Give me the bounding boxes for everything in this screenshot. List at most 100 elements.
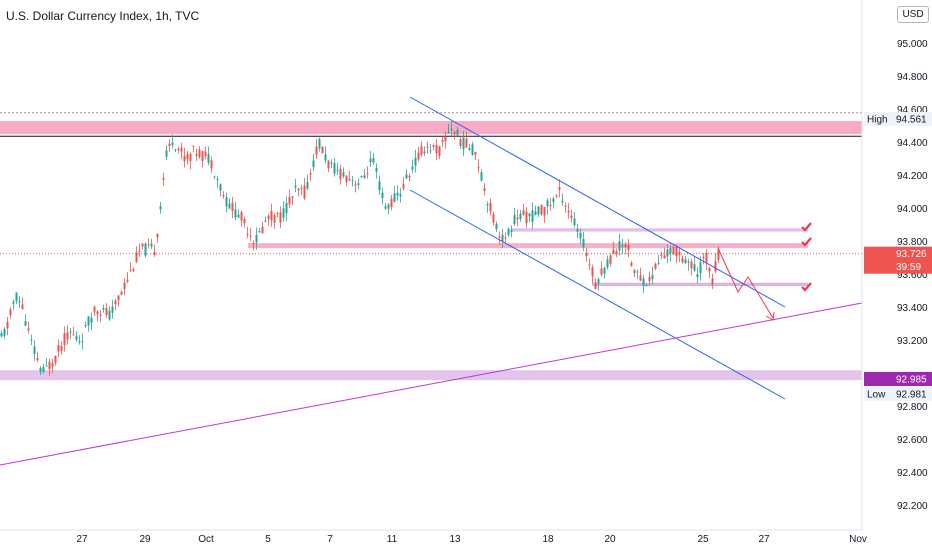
- candle-body: [219, 184, 222, 191]
- countdown-tag: 39:59: [896, 262, 921, 273]
- candle-body: [351, 180, 354, 182]
- candle-body: [345, 175, 348, 182]
- candle-body: [378, 181, 381, 191]
- candle-body: [552, 198, 555, 203]
- support-level-tag: 92.985: [896, 375, 927, 386]
- candle-body: [3, 328, 6, 336]
- candle-body: [456, 129, 459, 136]
- candle-body: [474, 151, 477, 155]
- candle-body: [504, 237, 507, 239]
- candle-body: [540, 205, 543, 215]
- candle-body: [507, 228, 510, 236]
- candle-body: [288, 197, 291, 205]
- price-tick-label: 94.000: [897, 204, 928, 215]
- candle-body: [549, 205, 552, 207]
- candle-body: [255, 235, 258, 243]
- candle-body: [42, 367, 45, 373]
- candle-body: [54, 355, 57, 364]
- candle-body: [357, 183, 360, 186]
- candle-body: [48, 361, 51, 369]
- high-value-tag-bg: [864, 112, 932, 126]
- candle-body: [333, 163, 336, 174]
- candle-body: [15, 292, 18, 302]
- zone-target: [592, 282, 808, 287]
- candle-body: [249, 235, 252, 237]
- candle-body: [579, 232, 582, 239]
- candle-body: [78, 341, 81, 343]
- candle-body: [186, 154, 189, 160]
- candle-body: [423, 151, 426, 154]
- candle-body: [387, 204, 390, 209]
- candle-body: [93, 306, 96, 312]
- candle-body: [366, 173, 369, 175]
- time-tick-label: 7: [327, 534, 333, 545]
- candle-body: [567, 210, 570, 213]
- candle-body: [309, 173, 312, 175]
- high-value-tag: 94.561: [896, 115, 927, 126]
- candle-body: [144, 243, 147, 256]
- candle-body: [147, 244, 150, 246]
- candle-body: [519, 213, 522, 220]
- candle-body: [150, 243, 153, 247]
- candle-body: [261, 226, 264, 234]
- candle-body: [675, 246, 678, 257]
- candle-body: [177, 148, 180, 150]
- candle-body: [672, 247, 675, 255]
- candle-body: [12, 301, 15, 304]
- candle-body: [189, 154, 192, 162]
- candle-body: [312, 160, 315, 168]
- candle-body: [174, 149, 177, 151]
- candle-body: [669, 248, 672, 254]
- candle-body: [465, 138, 468, 148]
- candlestick-series: [0, 121, 720, 376]
- currency-button[interactable]: USD: [897, 6, 929, 23]
- candle-body: [471, 144, 474, 155]
- candle-body: [336, 169, 339, 171]
- candle-body: [330, 162, 333, 164]
- candle-body: [513, 214, 516, 225]
- candle-body: [303, 185, 306, 199]
- candle-body: [99, 314, 102, 316]
- candle-body: [591, 267, 594, 277]
- candle-body: [81, 341, 84, 343]
- candle-body: [141, 243, 144, 247]
- candle-body: [156, 234, 159, 238]
- candle-body: [525, 211, 528, 224]
- candle-body: [555, 195, 558, 197]
- candle-body: [258, 231, 261, 233]
- candle-body: [276, 212, 279, 214]
- zone-resistance: [0, 121, 862, 135]
- candle-body: [6, 322, 9, 329]
- candle-body: [483, 188, 486, 191]
- time-tick-label: 5: [265, 534, 271, 545]
- candle-body: [606, 259, 609, 268]
- price-tick-label: 92.800: [897, 402, 928, 413]
- candle-body: [33, 346, 36, 355]
- candle-body: [291, 196, 294, 198]
- candle-body: [687, 261, 690, 263]
- candle-body: [690, 261, 693, 269]
- candle-body: [630, 262, 633, 266]
- candle-body: [363, 175, 366, 178]
- candle-body: [21, 304, 24, 310]
- candle-body: [585, 252, 588, 257]
- candle-body: [489, 203, 492, 212]
- support-level-tag-bg: [864, 372, 932, 386]
- candle-body: [516, 217, 519, 220]
- candle-body: [129, 269, 132, 271]
- candle-body: [135, 252, 138, 263]
- candle-body: [624, 244, 627, 247]
- price-tick-label: 94.400: [897, 138, 928, 149]
- time-tick-label: 27: [758, 534, 770, 545]
- candle-body: [408, 176, 411, 178]
- channel-lower-line: [409, 189, 786, 400]
- candle-body: [660, 254, 663, 256]
- candle-body: [627, 244, 630, 251]
- candle-body: [165, 150, 168, 157]
- price-tick-label: 93.200: [897, 336, 928, 347]
- candle-body: [216, 179, 219, 181]
- candle-body: [369, 158, 372, 163]
- candle-body: [234, 209, 237, 218]
- candle-body: [222, 195, 225, 197]
